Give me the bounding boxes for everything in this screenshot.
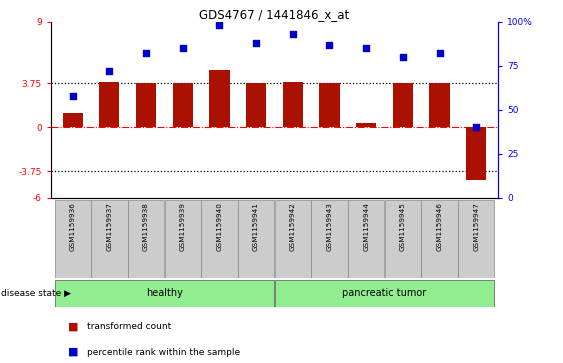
- Text: GSM1159939: GSM1159939: [180, 202, 186, 251]
- Point: [435, 50, 444, 56]
- Point: [472, 125, 481, 130]
- Bar: [458, 200, 494, 278]
- Point: [288, 31, 297, 37]
- Bar: [201, 200, 238, 278]
- Bar: [173, 83, 193, 127]
- Bar: [91, 200, 128, 278]
- Text: percentile rank within the sample: percentile rank within the sample: [87, 348, 240, 356]
- Text: disease state ▶: disease state ▶: [1, 289, 71, 298]
- Bar: [209, 70, 230, 127]
- Bar: [99, 82, 119, 127]
- Point: [105, 68, 114, 74]
- Text: GSM1159945: GSM1159945: [400, 202, 406, 251]
- Bar: [430, 83, 450, 127]
- Text: GSM1159943: GSM1159943: [327, 202, 333, 251]
- Text: pancreatic tumor: pancreatic tumor: [342, 288, 427, 298]
- Point: [178, 45, 187, 51]
- Bar: [55, 200, 91, 278]
- Bar: [466, 127, 486, 180]
- Text: ■: ■: [68, 322, 78, 332]
- Text: ■: ■: [68, 347, 78, 357]
- Bar: [275, 200, 311, 278]
- Bar: [356, 123, 376, 127]
- Bar: [136, 83, 156, 127]
- Text: transformed count: transformed count: [87, 322, 172, 331]
- Bar: [164, 200, 201, 278]
- Bar: [421, 200, 458, 278]
- Text: GSM1159947: GSM1159947: [473, 202, 479, 251]
- Bar: [385, 200, 421, 278]
- Point: [252, 40, 261, 46]
- Text: GSM1159946: GSM1159946: [436, 202, 443, 251]
- Bar: [311, 200, 348, 278]
- Bar: [62, 113, 83, 127]
- Bar: [348, 200, 385, 278]
- Text: GSM1159936: GSM1159936: [70, 202, 75, 251]
- Point: [215, 23, 224, 28]
- Bar: [128, 200, 164, 278]
- Text: healthy: healthy: [146, 288, 183, 298]
- Bar: [319, 82, 339, 127]
- Point: [141, 50, 150, 56]
- Point: [361, 45, 370, 51]
- Bar: [283, 82, 303, 127]
- Bar: [393, 83, 413, 127]
- Text: GSM1159938: GSM1159938: [143, 202, 149, 251]
- Bar: [246, 82, 266, 127]
- Text: GSM1159937: GSM1159937: [106, 202, 113, 251]
- Point: [68, 93, 77, 99]
- Text: GSM1159944: GSM1159944: [363, 202, 369, 251]
- Bar: [55, 280, 274, 307]
- Point: [325, 42, 334, 48]
- Text: GSM1159941: GSM1159941: [253, 202, 259, 251]
- Point: [399, 54, 408, 60]
- Text: GSM1159940: GSM1159940: [216, 202, 222, 251]
- Bar: [238, 200, 274, 278]
- Bar: [275, 280, 494, 307]
- Text: GSM1159942: GSM1159942: [290, 202, 296, 251]
- Title: GDS4767 / 1441846_x_at: GDS4767 / 1441846_x_at: [199, 8, 350, 21]
